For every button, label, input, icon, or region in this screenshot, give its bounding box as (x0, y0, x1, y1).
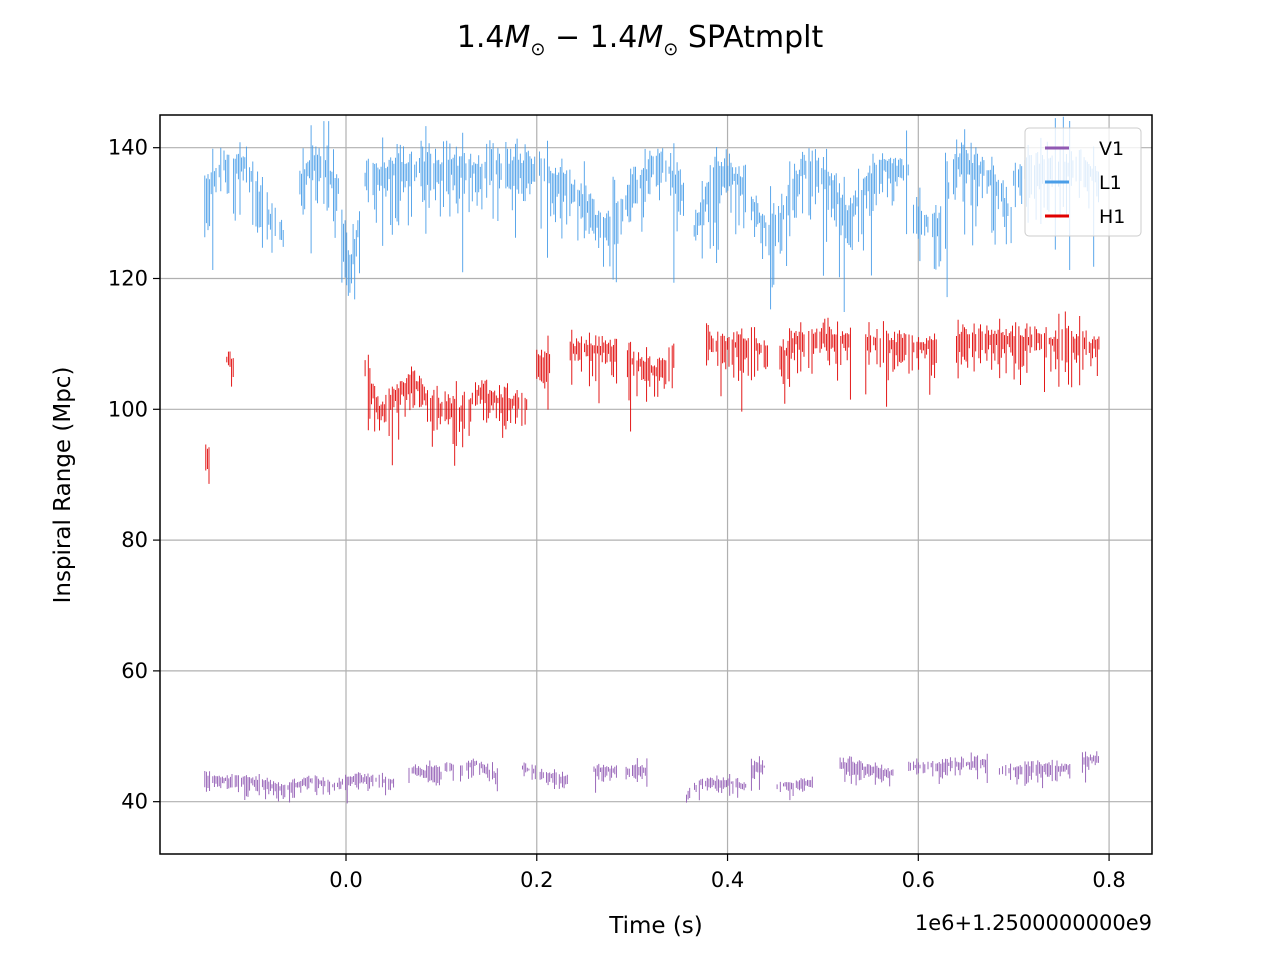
series-segment-l1 (299, 121, 339, 254)
series-v1 (204, 751, 1099, 804)
series-segment-v1 (460, 758, 498, 792)
series-segment-h1 (226, 351, 234, 387)
series-segment-h1 (956, 311, 1100, 392)
y-tick-label: 40 (121, 790, 148, 814)
series-segment-v1 (204, 771, 395, 804)
x-axis-label: Time (s) (608, 913, 703, 939)
chart-title: 1.4M⊙ − 1.4M⊙ SPAtmplt (457, 20, 824, 60)
series-segment-v1 (750, 756, 765, 791)
title-sep: − (545, 20, 589, 55)
series-segment-v1 (408, 760, 442, 786)
series-segment-h1 (536, 335, 551, 410)
title-prefix-2: 1.4 (590, 20, 638, 55)
series-segment-v1 (1081, 751, 1099, 783)
series-segment-l1 (204, 142, 284, 270)
series-segment-l1 (364, 126, 684, 283)
y-tick-label: 100 (108, 397, 148, 421)
series-segment-h1 (569, 329, 618, 404)
series-segment-l1 (693, 147, 746, 263)
x-tick-label: 0.2 (520, 868, 553, 892)
series-segment-v1 (593, 763, 617, 793)
series-segment-h1 (626, 341, 675, 432)
series-segment-v1 (908, 752, 988, 784)
title-prefix: 1.4 (457, 20, 505, 55)
y-tick-label: 120 (108, 266, 148, 290)
grid (160, 115, 1152, 854)
title-sub-2: ⊙ (663, 39, 678, 60)
series-segment-v1 (776, 776, 813, 801)
data-points (204, 116, 1100, 804)
y-tick-label: 140 (108, 136, 148, 160)
series-segment-v1 (998, 759, 1071, 789)
series-segment-h1 (779, 317, 851, 404)
x-tick-label: 0.8 (1092, 868, 1125, 892)
y-axis-label: Inspiral Range (Mpc) (50, 367, 76, 604)
legend-box (1024, 127, 1142, 237)
x-offset-label: 1e6+1.2500000000e9 (915, 911, 1152, 935)
series-segment-l1 (750, 130, 909, 312)
series-segment-l1 (341, 209, 360, 300)
series-segment-h1 (706, 323, 768, 412)
series-segment-v1 (839, 756, 894, 787)
series-segment-v1 (522, 762, 568, 789)
series-h1 (205, 311, 1100, 484)
legend-label-v1: V1 (1099, 138, 1124, 160)
y-tick-label: 80 (121, 528, 148, 552)
series-segment-l1 (913, 129, 1012, 298)
series-segment-h1 (205, 444, 210, 484)
x-tick-label: 0.4 (711, 868, 744, 892)
title-suffix: SPAtmplt (678, 20, 823, 55)
legend-label-h1: H1 (1099, 206, 1125, 228)
y-tick-label: 60 (121, 659, 148, 683)
series-segment-v1 (444, 762, 454, 781)
x-tick-label: 0.0 (329, 868, 362, 892)
legend: V1 L1 H1 (1024, 127, 1142, 237)
legend-label-l1: L1 (1099, 172, 1122, 194)
plot-frame (159, 114, 1153, 855)
series-segment-v1 (686, 774, 747, 803)
title-sub-1: ⊙ (530, 39, 545, 60)
series-segment-v1 (625, 758, 648, 787)
ticks: 0.0 0.2 0.4 0.6 0.8 40 60 80 100 120 140 (108, 136, 1126, 892)
x-tick-label: 0.6 (902, 868, 935, 892)
series-segment-h1 (364, 354, 528, 466)
series-segment-h1 (865, 321, 937, 407)
